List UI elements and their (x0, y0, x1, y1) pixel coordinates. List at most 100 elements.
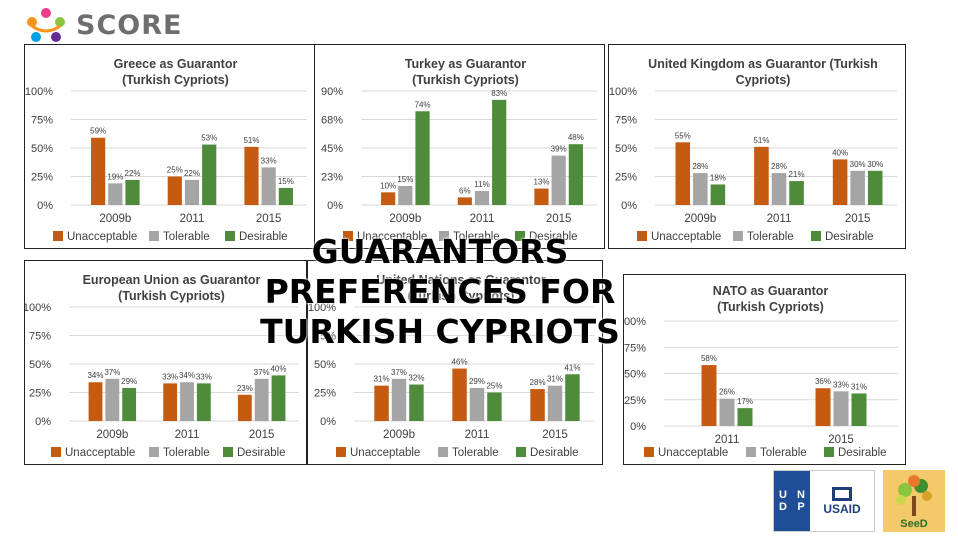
data-label: 6% (459, 186, 471, 195)
data-label: 25% (167, 166, 183, 175)
bar-desirable (487, 392, 502, 421)
seed-text: SeeD (900, 518, 928, 530)
bar-desirable (278, 187, 293, 205)
data-label: 28% (771, 162, 787, 171)
legend-swatch (343, 231, 353, 241)
score-logo: SCORE (22, 6, 182, 44)
bar-desirable (415, 111, 430, 205)
bar-unacceptable (457, 197, 472, 205)
legend-label: Unacceptable (67, 231, 137, 243)
usaid-seal-icon (832, 487, 852, 501)
legend-swatch (149, 231, 159, 241)
x-tick-label: 2015 (845, 213, 871, 225)
data-label: 59% (90, 127, 106, 136)
data-label: 25% (486, 382, 502, 391)
bar-desirable (568, 144, 583, 205)
legend-label: Unacceptable (357, 231, 427, 243)
tree-icon: SeeD (896, 475, 932, 530)
legend-label: Tolerable (452, 447, 499, 459)
y-tick-label: 50% (314, 359, 336, 371)
x-tick-label: 2011 (465, 429, 490, 441)
y-tick-label: 75% (615, 115, 637, 127)
bar-tolerable (693, 173, 708, 205)
usaid-text: USAID (823, 502, 861, 516)
bar-tolerable (850, 170, 865, 205)
y-tick-label: 50% (31, 143, 53, 155)
bar-tolerable (108, 183, 123, 205)
legend-swatch (223, 447, 233, 457)
data-label: 31% (547, 375, 563, 384)
chart-panel-uk: United Kingdom as Guarantor (Turkish Cypr… (608, 44, 906, 249)
bar-unacceptable (701, 365, 717, 426)
x-tick-label: 2015 (546, 213, 572, 225)
data-label: 37% (254, 368, 270, 377)
data-label: 40% (270, 364, 286, 373)
data-label: 29% (121, 377, 137, 386)
x-tick-label: 2015 (542, 429, 568, 441)
data-label: 22% (125, 169, 141, 178)
data-label: 37% (104, 368, 120, 377)
legend-label: Desirable (239, 231, 288, 243)
bar-tolerable (469, 387, 485, 421)
chart-title: Turkey as Guarantor (405, 57, 526, 71)
chart-title: United Nations as Guarantor (376, 273, 546, 287)
data-label: 13% (533, 178, 549, 187)
y-tick-label: 0% (327, 200, 343, 212)
x-tick-label: 2009b (383, 429, 415, 441)
data-label: 48% (568, 133, 584, 142)
bar-unacceptable (88, 382, 103, 421)
x-tick-label: 2011 (470, 213, 495, 225)
bar-unacceptable (534, 188, 549, 205)
legend-label: Tolerable (163, 231, 210, 243)
bar-tolerable (474, 191, 490, 205)
bar-unacceptable (167, 176, 182, 205)
chart-title: European Union as Guarantor (83, 273, 261, 287)
bar-tolerable (719, 398, 735, 426)
chart-panel-nato: NATO as Guarantor (Turkish Cypriots) 100% 7… (623, 274, 906, 465)
y-tick-label: 68% (321, 115, 343, 127)
data-label: 36% (815, 377, 831, 386)
bar-desirable (409, 384, 424, 421)
score-logo-icon (27, 8, 65, 42)
x-tick-label: 2009b (96, 429, 128, 441)
data-label: 51% (753, 136, 769, 145)
y-tick-label: 25% (31, 172, 53, 184)
y-tick-label: 100% (308, 302, 336, 314)
chart-un: United Nations as Guarantor (Turkish Cypr… (308, 273, 594, 459)
chart-title: Greece as Guarantor (114, 57, 238, 71)
data-label: 15% (397, 175, 413, 184)
bar-unacceptable (374, 385, 389, 421)
legend-label: Tolerable (163, 447, 210, 459)
data-label: 10% (380, 181, 396, 190)
y-tick-label: 75% (29, 331, 51, 343)
bar-desirable (737, 408, 753, 426)
legend-label: Unacceptable (658, 447, 728, 459)
bar-desirable (196, 383, 211, 421)
x-tick-label: 2015 (828, 434, 854, 446)
bar-desirable (202, 144, 217, 205)
x-tick-label: 2011 (175, 429, 200, 441)
undp-letter: D (779, 501, 787, 513)
data-label: 23% (237, 384, 253, 393)
data-label: 51% (243, 136, 259, 145)
legend-swatch (438, 447, 448, 457)
y-tick-label: 25% (624, 395, 646, 407)
bar-desirable (492, 99, 507, 205)
bar-unacceptable (675, 142, 691, 205)
x-tick-label: 2009b (99, 213, 131, 225)
bar-unacceptable (91, 137, 106, 205)
usaid-logo: USAID (810, 471, 874, 531)
page-title: GUARANTORS PREFERENCES FOR TURKISH CYPRI… (260, 232, 620, 351)
chart-subtitle: (Turkish Cypriots) (122, 73, 229, 87)
legend-label: Unacceptable (65, 447, 135, 459)
legend-label: Desirable (530, 447, 579, 459)
legend-swatch (53, 231, 63, 241)
y-tick-label: 45% (321, 143, 343, 155)
data-label: 30% (850, 160, 866, 169)
bar-unacceptable (530, 389, 545, 421)
data-label: 11% (474, 180, 489, 189)
data-label: 31% (374, 375, 390, 384)
data-label: 33% (833, 380, 849, 389)
y-tick-label: 25% (615, 172, 637, 184)
data-label: 29% (469, 377, 485, 386)
